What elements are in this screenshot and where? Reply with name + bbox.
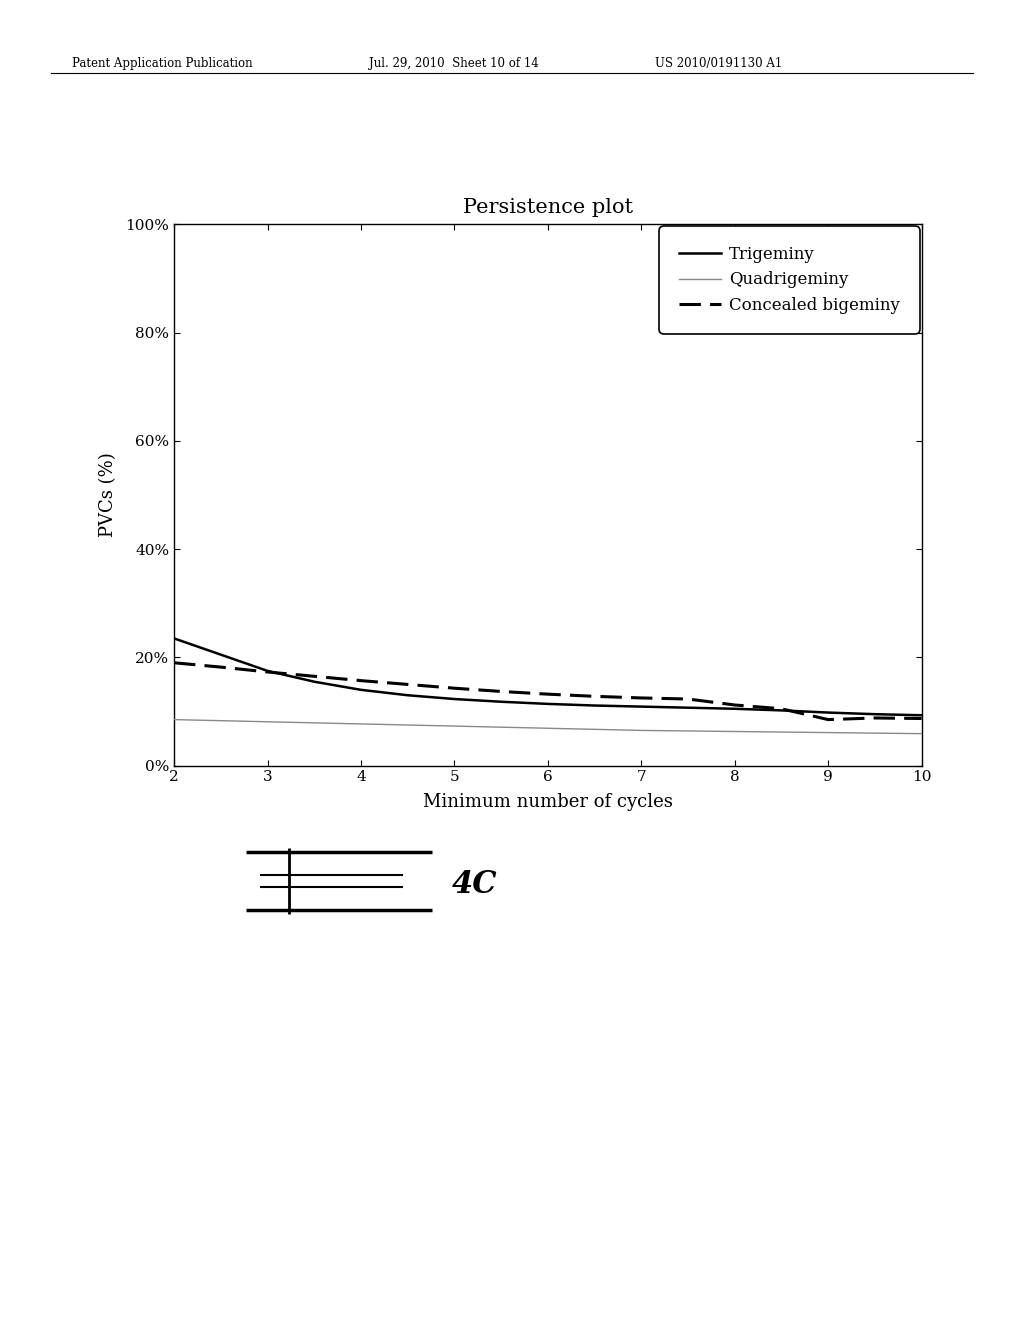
X-axis label: Minimum number of cycles: Minimum number of cycles [423, 793, 673, 810]
Text: Jul. 29, 2010  Sheet 10 of 14: Jul. 29, 2010 Sheet 10 of 14 [369, 57, 539, 70]
Text: US 2010/0191130 A1: US 2010/0191130 A1 [655, 57, 782, 70]
Title: Persistence plot: Persistence plot [463, 198, 633, 218]
Text: Patent Application Publication: Patent Application Publication [72, 57, 252, 70]
Legend: Trigeminy, Quadrigeminy, Concealed bigeminy: Trigeminy, Quadrigeminy, Concealed bigem… [666, 232, 913, 327]
Text: 4C: 4C [453, 870, 498, 900]
Y-axis label: PVCs (%): PVCs (%) [99, 453, 117, 537]
